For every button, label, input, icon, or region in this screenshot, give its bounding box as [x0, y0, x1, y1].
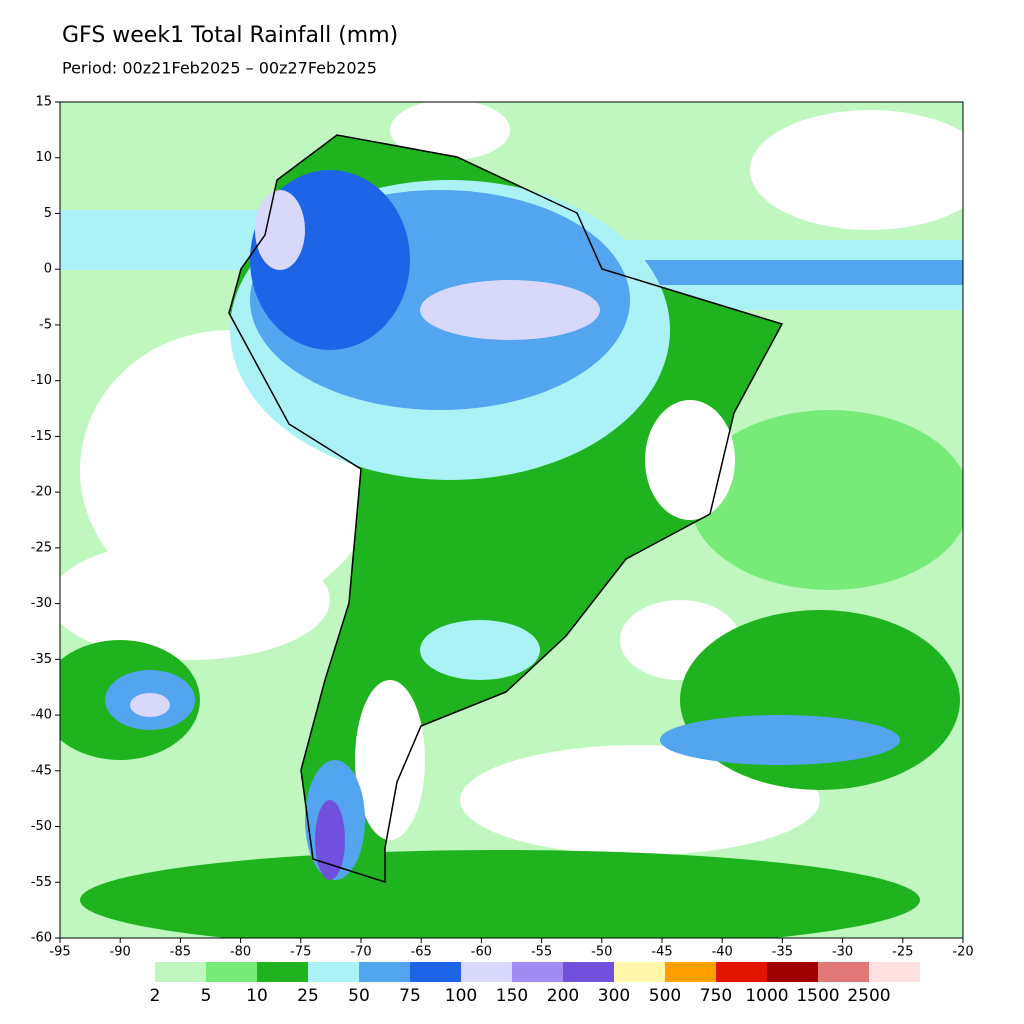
colorbar-label: 2 — [150, 986, 161, 1006]
x-tick-label: -55 — [531, 945, 552, 960]
y-tick-label: -55 — [31, 875, 52, 890]
x-tick-label: -60 — [471, 945, 492, 960]
colorbar-label: 750 — [700, 986, 732, 1006]
dry-area — [460, 745, 820, 855]
dry-area — [750, 110, 963, 230]
y-tick-label: -10 — [31, 373, 52, 388]
x-tick-label: -95 — [49, 945, 70, 960]
x-tick-label: -45 — [651, 945, 672, 960]
colorbar-segment — [512, 962, 563, 982]
dry-area — [390, 102, 510, 160]
y-tick-label: 5 — [44, 206, 52, 221]
y-tick-label: 15 — [35, 95, 52, 110]
rain-area — [420, 620, 540, 680]
rain-area — [130, 693, 170, 717]
x-tick-label: -20 — [952, 945, 973, 960]
itcz-band — [60, 210, 260, 270]
colorbar-label: 25 — [297, 986, 319, 1006]
x-tick-label: -65 — [411, 945, 432, 960]
colorbar-label: 75 — [399, 986, 421, 1006]
dry-area — [355, 680, 425, 840]
y-tick-label: -20 — [31, 485, 52, 500]
rain-area — [690, 410, 963, 590]
colorbar-label: 300 — [598, 986, 630, 1006]
y-tick-label: -30 — [31, 596, 52, 611]
colorbar-label: 2500 — [847, 986, 890, 1006]
colorbar-label: 1000 — [745, 986, 788, 1006]
colorbar-segment — [308, 962, 359, 982]
colorbar-label: 1500 — [796, 986, 839, 1006]
colorbar-segment — [563, 962, 614, 982]
rain-area — [255, 190, 305, 270]
colorbar-segment — [410, 962, 461, 982]
x-tick-label: -50 — [591, 945, 612, 960]
y-tick-label: 10 — [35, 150, 52, 165]
colorbar-segment — [206, 962, 257, 982]
x-tick-label: -70 — [350, 945, 371, 960]
x-tick-label: -25 — [892, 945, 913, 960]
colorbar-segment — [767, 962, 818, 982]
y-tick-label: -60 — [31, 931, 52, 946]
y-tick-label: -45 — [31, 763, 52, 778]
x-tick-label: -40 — [712, 945, 733, 960]
y-tick-label: -25 — [31, 540, 52, 555]
colorbar: 2 5 10 25 50 75 100 150 200 300 500 750 1000 1500 2500 — [150, 962, 920, 1006]
colorbar-label: 150 — [496, 986, 528, 1006]
colorbar-segment — [869, 962, 920, 982]
x-tick-label: -80 — [230, 945, 251, 960]
x-tick-label: -35 — [772, 945, 793, 960]
rain-area — [660, 715, 900, 765]
colorbar-label: 200 — [547, 986, 579, 1006]
y-tick-label: -35 — [31, 652, 52, 667]
coastline — [228, 134, 784, 884]
x-tick-label: -30 — [832, 945, 853, 960]
colorbar-label: 100 — [445, 986, 477, 1006]
rain-area — [420, 280, 600, 340]
axes: -95 -90 -85 -80 -75 -70 -65 -60 -55 -50 -45 -40 -35-… — [31, 95, 974, 960]
dry-area — [645, 400, 735, 520]
colorbar-label: 500 — [649, 986, 681, 1006]
rainfall-field — [60, 102, 963, 938]
dry-area — [60, 540, 330, 660]
rain-area — [80, 850, 920, 938]
colorbar-segment — [716, 962, 767, 982]
y-tick-label: -40 — [31, 708, 52, 723]
colorbar-segment — [461, 962, 512, 982]
colorbar-segment — [359, 962, 410, 982]
subtitle: Period: 00z21Feb2025 – 00z27Feb2025 — [62, 59, 377, 78]
colorbar-label: 10 — [246, 986, 268, 1006]
x-tick-label: -85 — [170, 945, 191, 960]
y-tick-label: -50 — [31, 819, 52, 834]
colorbar-segment — [257, 962, 308, 982]
colorbar-segment — [818, 962, 869, 982]
colorbar-label: 50 — [348, 986, 370, 1006]
colorbar-segment — [665, 962, 716, 982]
title: GFS week1 Total Rainfall (mm) — [62, 23, 398, 48]
x-tick-label: -75 — [290, 945, 311, 960]
y-tick-label: -5 — [39, 317, 52, 332]
x-tick-label: -90 — [110, 945, 131, 960]
y-tick-label: -15 — [31, 429, 52, 444]
colorbar-segment — [155, 962, 206, 982]
plot-frame — [59, 101, 964, 939]
y-tick-label: 0 — [44, 262, 52, 277]
colorbar-label: 5 — [201, 986, 212, 1006]
colorbar-segment — [614, 962, 665, 982]
itcz-band — [600, 260, 963, 285]
rain-area — [315, 800, 345, 880]
